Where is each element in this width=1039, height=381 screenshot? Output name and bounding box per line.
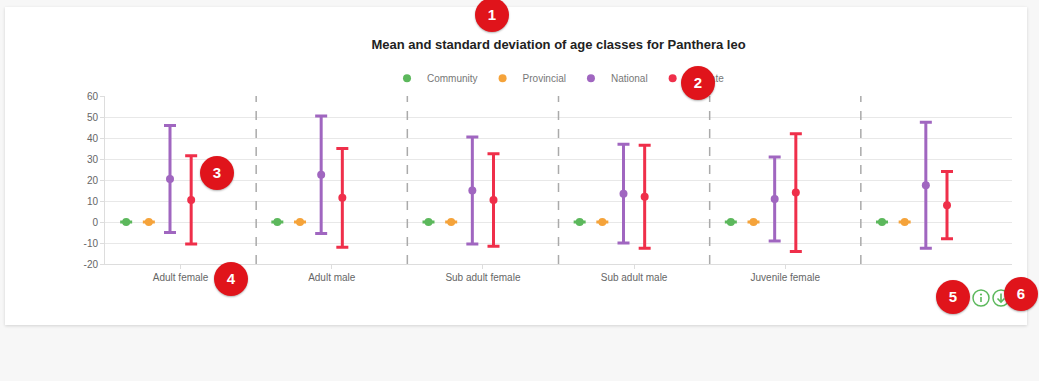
- svg-text:10: 10: [87, 196, 99, 207]
- svg-text:50: 50: [87, 112, 99, 123]
- svg-text:National: National: [611, 73, 648, 84]
- svg-text:-10: -10: [84, 238, 99, 249]
- svg-text:20: 20: [87, 175, 99, 186]
- svg-text:0: 0: [92, 217, 98, 228]
- svg-text:Mean and standard deviation of: Mean and standard deviation of age class…: [371, 37, 745, 52]
- svg-text:Sub adult male: Sub adult male: [601, 272, 668, 283]
- svg-text:30: 30: [87, 154, 99, 165]
- svg-text:60: 60: [87, 91, 99, 102]
- svg-text:40: 40: [87, 133, 99, 144]
- svg-text:Juvenile female: Juvenile female: [751, 272, 821, 283]
- html-text:6: 6: [1016, 285, 1026, 302]
- svg-text:Sub adult female: Sub adult female: [445, 272, 520, 283]
- html-text:2: 2: [693, 74, 703, 91]
- svg-text:-20: -20: [84, 259, 99, 270]
- html-text:3: 3: [212, 164, 222, 181]
- svg-text:Adult male: Adult male: [308, 272, 356, 283]
- html-text:5: 5: [948, 288, 958, 305]
- svg-text:Provincial: Provincial: [523, 73, 566, 84]
- svg-text:Community: Community: [427, 73, 478, 84]
- html-text:4: 4: [226, 270, 236, 287]
- svg-text:Adult female: Adult female: [153, 272, 209, 283]
- html-text:1: 1: [487, 6, 497, 23]
